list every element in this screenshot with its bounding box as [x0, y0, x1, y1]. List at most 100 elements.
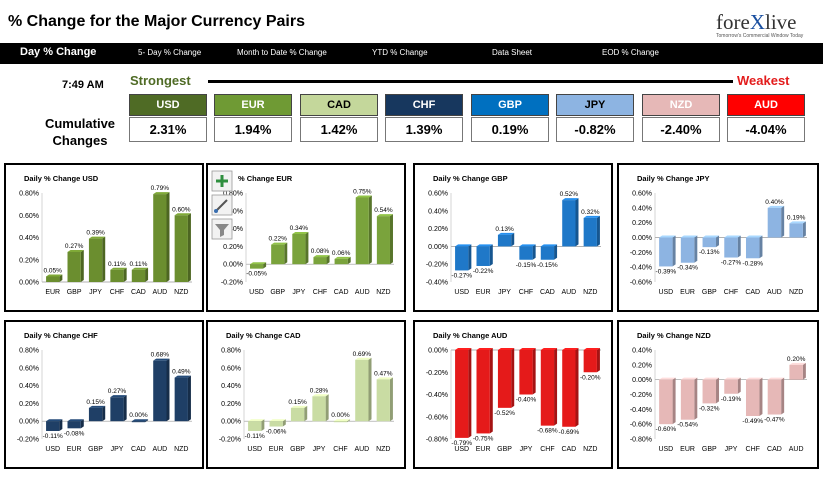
y-tick-label: 0.20% [19, 401, 39, 408]
data-label: -0.79% [451, 440, 472, 447]
bar-top [540, 348, 558, 350]
bar-side [389, 377, 393, 422]
chart-panel-8[interactable]: Daily % Change NZD -0.80% -0.60% -0.40% -0.2… [617, 320, 819, 469]
bar-side [489, 348, 493, 434]
bar-side [145, 267, 149, 282]
x-tick-label: GBP [702, 446, 717, 453]
bar-side [187, 375, 191, 422]
bar [131, 421, 146, 423]
chart-panel-1[interactable]: Daily % Change USD 0.00% 0.20% 0.40% 0.60% 0.… [4, 163, 204, 312]
data-label: 0.32% [581, 209, 600, 216]
x-tick-label: USD [454, 446, 469, 453]
data-label: -0.32% [699, 405, 720, 412]
bar [767, 207, 782, 238]
cumulative-value-aud: -4.04% [727, 117, 805, 142]
x-tick-label: CAD [561, 446, 576, 453]
bar [312, 396, 326, 422]
chart-panel-2[interactable]: % Change EUR -0.20% 0.00% 0.20% 0.40% 0.60% 0.… [206, 163, 406, 312]
cumulative-changes-label: Cumulative Changes [44, 116, 116, 148]
bar-side [759, 377, 763, 417]
sheet-tab-bar: Day % Change 5- Day % Change Month to Da… [0, 43, 823, 64]
tab-ytd-change[interactable]: YTD % Change [372, 48, 428, 57]
y-tick-label: 0.40% [221, 383, 241, 390]
data-label: 0.05% [43, 267, 62, 274]
bar-side [368, 357, 372, 422]
y-tick-label: -0.20% [426, 262, 448, 269]
bar-side [511, 348, 515, 408]
x-tick-label: CHF [519, 289, 533, 296]
bar-top [174, 375, 191, 378]
bar [724, 379, 738, 394]
bar-side [716, 235, 720, 248]
bar-top [153, 358, 170, 361]
bar [702, 379, 717, 404]
bar-top [680, 377, 698, 380]
bar-side [368, 195, 372, 265]
bar-side [694, 235, 698, 263]
chart-panel-7[interactable]: Daily % Change AUD -0.80% -0.60% -0.40% -0.2… [413, 320, 613, 469]
y-tick-label: 0.60% [19, 365, 39, 372]
x-tick-label: CAD [334, 289, 349, 296]
data-label: 0.06% [332, 250, 351, 257]
bar [562, 350, 576, 427]
bar [455, 350, 469, 438]
bar-side [187, 213, 191, 282]
bar-top [659, 377, 676, 380]
bar-top [789, 362, 806, 365]
bar [724, 237, 738, 258]
x-tick-label: CHF [746, 446, 760, 453]
bar-side [326, 255, 330, 265]
data-label: -0.15% [537, 262, 558, 269]
data-label: -0.68% [537, 428, 558, 435]
bar-side [532, 244, 536, 260]
bar-top [659, 235, 676, 238]
bar [476, 350, 490, 434]
data-label: -0.49% [742, 418, 763, 425]
bar [680, 237, 695, 263]
tab-day-change[interactable]: Day % Change [20, 46, 97, 58]
currency-header-nzd: NZD [642, 94, 720, 116]
chart-panel-5[interactable]: Daily % Change CHF -0.20% 0.00% 0.20% 0.40% 0… [4, 320, 204, 469]
bar [88, 238, 103, 282]
bar-side [102, 405, 106, 422]
chart-panel-6[interactable]: Daily % Change CAD -0.20% 0.00% 0.20% 0.40% 0… [206, 320, 406, 469]
bar [46, 421, 60, 431]
y-tick-label: -0.60% [630, 422, 652, 429]
x-tick-label: USD [454, 289, 469, 296]
bar [455, 246, 469, 271]
bar-side [282, 419, 286, 427]
forexlive-logo[interactable]: foreXlive [716, 10, 796, 35]
bar-top [724, 377, 741, 380]
bar-side [511, 232, 515, 247]
currency-header-chf: CHF [385, 94, 463, 116]
cumulative-value-usd: 2.31% [129, 117, 207, 142]
chart-panel-4[interactable]: Daily % Change JPY -0.60% -0.40% -0.20% 0.00… [617, 163, 819, 312]
data-label: -0.13% [699, 249, 720, 256]
title-bar: % Change for the Major Currency Pairs fo… [0, 0, 823, 42]
data-label: 0.20% [787, 356, 806, 363]
bar [46, 276, 60, 282]
bar [767, 379, 782, 415]
bar-top [476, 244, 493, 247]
tab-5-day-change[interactable]: 5- Day % Change [138, 48, 202, 57]
tab-month-to-date-change[interactable]: Month to Date % Change [237, 48, 327, 57]
cumulative-value-eur: 1.94% [214, 117, 292, 142]
data-label: -0.05% [246, 271, 267, 278]
tab-eod-change[interactable]: EOD % Change [602, 48, 659, 57]
strongest-label: Strongest [130, 73, 191, 88]
tab-data-sheet[interactable]: Data Sheet [492, 48, 533, 57]
bar [110, 269, 124, 282]
bar-top [131, 267, 149, 270]
data-label: -0.27% [721, 260, 742, 267]
x-tick-label: CHF [313, 289, 327, 296]
chart-panel-3[interactable]: Daily % Change GBP -0.40% -0.20% 0.00% 0.20%… [413, 163, 613, 312]
bar-side [575, 348, 579, 427]
y-tick-label: 0.80% [19, 191, 39, 198]
x-tick-label: AUD [767, 289, 782, 296]
bar [659, 379, 673, 425]
bar-top [88, 236, 106, 239]
x-tick-label: AUD [152, 446, 167, 453]
x-tick-label: CAD [745, 289, 760, 296]
x-tick-label: GBP [270, 289, 285, 296]
filter-icon [211, 218, 233, 240]
